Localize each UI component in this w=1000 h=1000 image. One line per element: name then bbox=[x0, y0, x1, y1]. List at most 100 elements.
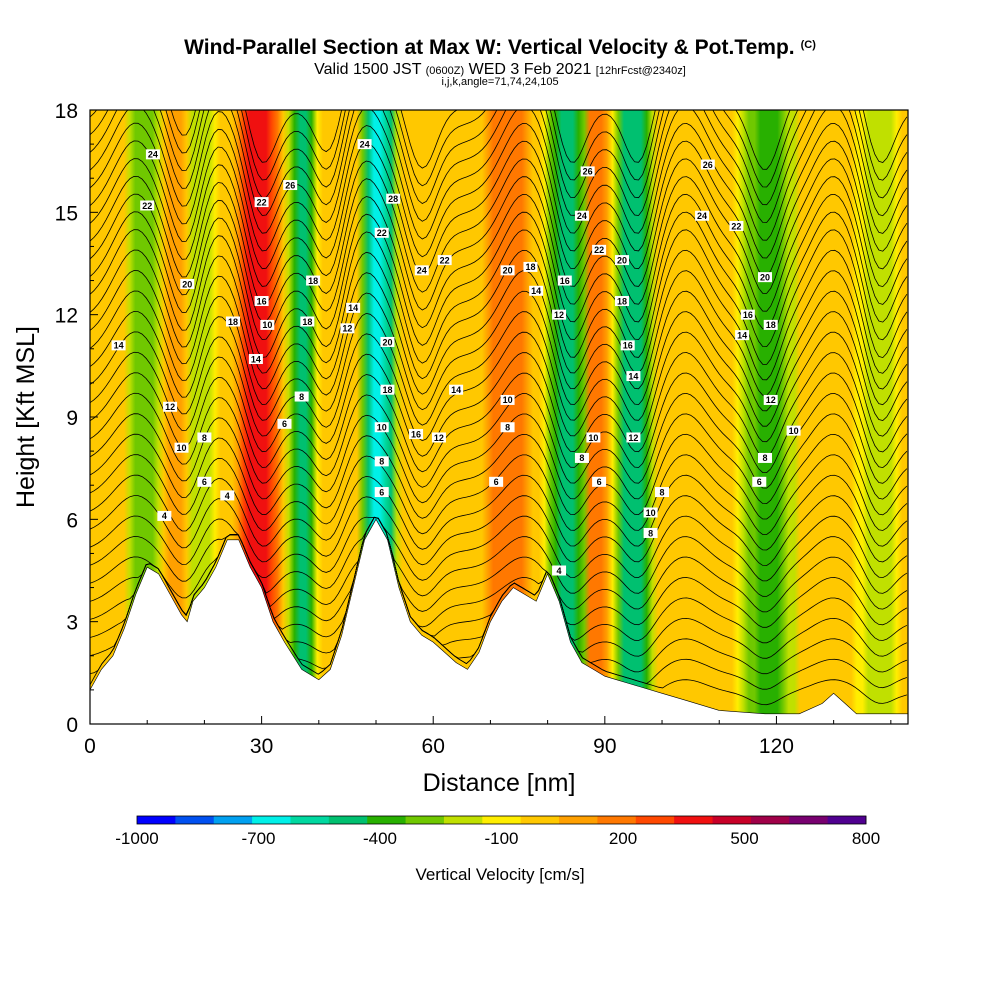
contour-label: 12 bbox=[340, 323, 355, 334]
theta-contour-line bbox=[90, 290, 908, 412]
theta-contour-line bbox=[90, 110, 908, 241]
colorbar-swatch bbox=[213, 816, 253, 824]
contour-label-bg bbox=[226, 316, 241, 327]
colorbar-tick-label: 800 bbox=[852, 829, 880, 848]
contour-label-bg bbox=[655, 487, 670, 498]
contour-label-bg bbox=[614, 296, 629, 307]
contour-label-text: 22 bbox=[142, 201, 152, 211]
contour-label-text: 16 bbox=[257, 296, 267, 306]
contour-label-bg bbox=[306, 275, 321, 286]
contour-label-text: 12 bbox=[628, 433, 638, 443]
contour-label-text: 10 bbox=[177, 443, 187, 453]
y-tick-label: 0 bbox=[66, 714, 78, 737]
contour-label-text: 6 bbox=[757, 477, 762, 487]
contour-label-bg bbox=[157, 510, 172, 521]
contour-label: 24 bbox=[145, 149, 160, 160]
contour-label-text: 6 bbox=[202, 477, 207, 487]
contour-label-bg bbox=[586, 432, 601, 443]
contour-label: 22 bbox=[729, 220, 744, 231]
contour-label-bg bbox=[248, 354, 263, 365]
contour-label-text: 10 bbox=[377, 423, 387, 433]
contour-label-bg bbox=[529, 285, 544, 296]
contour-label-bg bbox=[409, 429, 424, 440]
contour-label-bg bbox=[763, 319, 778, 330]
contour-label-bg bbox=[735, 330, 750, 341]
contour-label: 22 bbox=[374, 227, 389, 238]
contour-label-bg bbox=[700, 159, 715, 170]
colorbar-title: Vertical Velocity [cm/s] bbox=[415, 865, 584, 884]
contour-label-text: 12 bbox=[165, 402, 175, 412]
contour-label: 14 bbox=[626, 371, 641, 381]
theta-contour-line bbox=[90, 392, 908, 489]
contour-label: 18 bbox=[226, 316, 241, 327]
contour-label-text: 8 bbox=[379, 457, 384, 467]
colorbar-swatch bbox=[367, 816, 406, 824]
contour-label-text: 26 bbox=[703, 160, 713, 170]
contour-label-text: 4 bbox=[162, 511, 167, 521]
colorbar-swatch bbox=[482, 816, 522, 824]
contour-label: 8 bbox=[294, 391, 309, 402]
contour-label-text: 10 bbox=[646, 508, 656, 518]
valid-utc: (0600Z) bbox=[425, 65, 465, 77]
contour-label-text: 6 bbox=[494, 477, 499, 487]
colorbar-frame bbox=[136, 815, 867, 825]
contour-label-bg bbox=[695, 210, 710, 221]
contour-label-bg bbox=[786, 425, 801, 436]
theta-contour-line bbox=[90, 454, 908, 535]
colorbar-tick-label: -100 bbox=[484, 829, 518, 848]
contour-label: 18 bbox=[300, 316, 315, 327]
contour-label-bg bbox=[300, 316, 315, 327]
contour-label: 18 bbox=[306, 275, 321, 286]
theta-contour-line bbox=[90, 495, 908, 566]
theta-contour-line bbox=[90, 175, 908, 312]
colorbar-swatch bbox=[712, 816, 752, 824]
contour-label-text: 22 bbox=[731, 221, 741, 231]
contour-label-bg bbox=[277, 418, 292, 429]
contour-label-bg bbox=[626, 432, 641, 443]
colorbar-tick-label: -400 bbox=[363, 829, 397, 848]
contour-label-text: 24 bbox=[697, 211, 707, 221]
contour-label-text: 10 bbox=[588, 433, 598, 443]
contour-label-bg bbox=[614, 255, 629, 266]
contour-label-text: 20 bbox=[617, 255, 627, 265]
contour-label-bg bbox=[380, 336, 395, 347]
colorbar-swatch bbox=[750, 816, 790, 824]
contour-label: 14 bbox=[346, 302, 361, 313]
contour-label: 14 bbox=[449, 384, 464, 395]
theta-contour-line bbox=[90, 515, 908, 582]
contour-label: 6 bbox=[277, 418, 292, 429]
colorbar-swatch bbox=[827, 816, 867, 824]
grid-indices: i,j,k,angle=71,74,24,105 bbox=[441, 76, 559, 88]
contour-label-bg bbox=[346, 302, 361, 313]
contour-label: 22 bbox=[437, 255, 452, 265]
contour-label-bg bbox=[574, 210, 589, 221]
contour-label-text: 20 bbox=[382, 337, 392, 347]
theta-contour-line bbox=[90, 140, 908, 277]
contour-label: 6 bbox=[752, 476, 767, 487]
contour-label-text: 4 bbox=[225, 491, 230, 501]
theta-contour-line bbox=[90, 122, 908, 259]
theta-contour-line bbox=[90, 372, 908, 473]
colorbar-swatch bbox=[443, 816, 483, 824]
contour-label-text: 16 bbox=[623, 341, 633, 351]
colorbar-swatch bbox=[635, 816, 675, 824]
contour-label-text: 14 bbox=[737, 330, 747, 340]
contour-label-text: 14 bbox=[451, 385, 461, 395]
contour-label-bg bbox=[254, 296, 269, 307]
theta-contour-line bbox=[90, 474, 908, 551]
contour-label-text: 20 bbox=[503, 266, 513, 276]
valid-date: WED 3 Feb 2021 bbox=[468, 61, 592, 78]
contour-label-text: 10 bbox=[503, 395, 513, 405]
chart-title: Wind-Parallel Section at Max W: Vertical… bbox=[0, 36, 1000, 60]
contour-label-text: 8 bbox=[579, 453, 584, 463]
theta-contour-line bbox=[170, 110, 908, 170]
contour-label: 12 bbox=[626, 432, 641, 443]
contour-label: 10 bbox=[643, 507, 658, 518]
theta-contour-line bbox=[90, 110, 908, 223]
contour-label: 24 bbox=[574, 210, 589, 221]
contour-label-text: 24 bbox=[417, 266, 427, 276]
contour-label-bg bbox=[414, 265, 429, 276]
contour-label: 12 bbox=[163, 401, 178, 412]
contour-label-bg bbox=[557, 275, 572, 286]
